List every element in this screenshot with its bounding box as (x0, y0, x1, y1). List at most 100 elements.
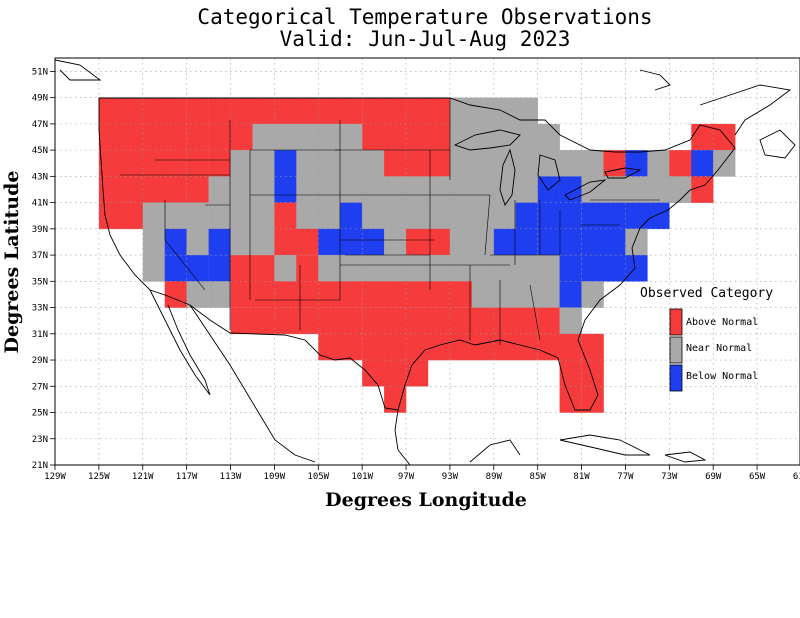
cell-below-normal (493, 228, 516, 256)
lon-tick-label: 81W (573, 472, 590, 482)
cell-above-normal (406, 97, 429, 125)
cell-above-normal (384, 360, 407, 387)
lon-tick-label: 129W (44, 472, 66, 482)
cell-above-normal (252, 281, 275, 308)
cell-above-normal (340, 281, 363, 308)
lake-ontario (604, 167, 642, 179)
cell-near-normal (471, 123, 495, 151)
cell-above-normal (230, 255, 253, 282)
lat-tick-label: 29N (32, 356, 48, 366)
longitude-ticks: 129W 125W 121W 117W 113W 109W 105W 101W 97W 93W 89… (44, 465, 800, 482)
cell-near-normal (515, 281, 538, 308)
lat-tick-label: 41N (32, 199, 48, 209)
cell-near-normal (318, 202, 341, 230)
cell-below-normal (186, 255, 209, 282)
cell-near-normal (471, 176, 495, 203)
cell-above-normal (384, 123, 407, 151)
cell-near-normal (515, 176, 538, 203)
cell-below-normal (515, 202, 538, 230)
cell-near-normal (581, 281, 604, 308)
cell-near-normal (647, 150, 670, 177)
lon-tick-label: 113W (220, 472, 242, 482)
lake-erie (564, 179, 607, 201)
cell-below-normal (274, 150, 297, 177)
cell-above-normal (581, 386, 604, 413)
cell-below-normal (164, 228, 187, 256)
cell-near-normal (230, 202, 253, 230)
cell-above-normal (252, 255, 275, 282)
lat-tick-label: 51N (32, 67, 48, 77)
cell-above-normal (406, 228, 429, 256)
lon-tick-label: 125W (88, 472, 110, 482)
cell-above-normal (449, 281, 473, 308)
lat-tick-label: 27N (32, 382, 48, 392)
cell-near-normal (296, 176, 319, 203)
cell-above-normal (186, 176, 209, 203)
y-axis-title: Degrees Latitude (1, 170, 23, 354)
lon-tick-label: 101W (351, 472, 373, 482)
cell-above-normal (384, 97, 407, 125)
cell-near-normal (515, 97, 538, 125)
cell-above-normal (713, 123, 736, 151)
cell-near-normal (669, 176, 692, 203)
cell-below-normal (581, 202, 604, 230)
cell-near-normal (230, 150, 253, 177)
cell-near-normal (493, 176, 516, 203)
legend-label-near: Near Normal (686, 343, 752, 354)
cell-above-normal (296, 307, 319, 335)
cell-near-normal (406, 202, 429, 230)
cell-above-normal (252, 97, 275, 125)
cell-above-normal (669, 150, 692, 177)
lat-tick-label: 35N (32, 277, 48, 287)
cell-near-normal (449, 176, 473, 203)
legend-swatch-near (669, 336, 683, 364)
cell-near-normal (559, 307, 582, 335)
cell-above-normal (406, 333, 429, 361)
cell-near-normal (142, 255, 165, 282)
cell-near-normal (296, 123, 319, 151)
cell-near-normal (515, 150, 538, 177)
cell-above-normal (98, 202, 122, 230)
cell-above-normal (142, 97, 165, 125)
cell-above-normal (164, 123, 187, 151)
lon-tick-label: 61W (793, 472, 800, 482)
cell-below-normal (603, 255, 626, 282)
cell-above-normal (515, 307, 538, 335)
cell-near-normal (449, 202, 473, 230)
cell-above-normal (164, 281, 187, 308)
cell-above-normal (362, 307, 385, 335)
cell-below-normal (340, 228, 363, 256)
cell-above-normal (428, 333, 451, 361)
cell-near-normal (296, 150, 319, 177)
cell-near-normal (186, 228, 209, 256)
lon-tick-label: 93W (442, 472, 459, 482)
cell-above-normal (296, 228, 319, 256)
cell-above-normal (186, 123, 209, 151)
cell-above-normal (230, 281, 253, 308)
lake-michigan (499, 148, 516, 206)
cell-above-normal (559, 333, 582, 361)
cell-above-normal (406, 123, 429, 151)
cell-below-normal (581, 228, 604, 256)
cell-above-normal (449, 333, 473, 361)
lake-huron (537, 154, 561, 191)
cell-above-normal (142, 123, 165, 151)
cell-near-normal (493, 255, 516, 282)
cell-near-normal (471, 228, 495, 256)
cell-above-normal (142, 150, 165, 177)
cell-below-normal (625, 150, 648, 177)
cell-near-normal (340, 150, 363, 177)
cell-above-normal (362, 333, 385, 361)
cell-above-normal (449, 307, 473, 335)
cell-near-normal (186, 281, 209, 308)
cell-near-normal (252, 123, 275, 151)
lon-tick-label: 85W (530, 472, 547, 482)
cell-near-normal (537, 123, 560, 151)
cell-near-normal (471, 97, 495, 125)
canada-coast (54, 59, 102, 81)
lon-tick-label: 77W (617, 472, 634, 482)
cell-near-normal (537, 150, 560, 177)
cell-above-normal (98, 176, 122, 203)
cell-near-normal (515, 123, 538, 151)
cell-near-normal (406, 255, 429, 282)
